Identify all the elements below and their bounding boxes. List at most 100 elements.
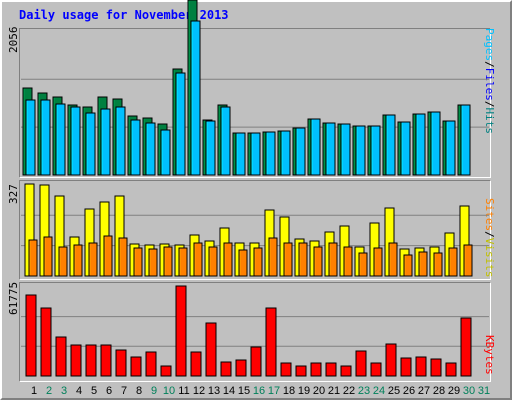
bar-kbytes-day-4 [70, 344, 82, 377]
x-tick-label-6: 6 [106, 385, 112, 397]
bar-files-day-19 [295, 127, 306, 176]
bar-sites-day-15 [238, 249, 248, 277]
x-tick-label-21: 21 [328, 385, 340, 397]
bar-kbytes-day-30 [460, 317, 472, 377]
x-tick-label-23: 23 [358, 385, 370, 397]
x-tick-label-19: 19 [298, 385, 310, 397]
bar-sites-day-19 [298, 242, 308, 277]
bar-sites-day-16 [253, 247, 263, 277]
bar-kbytes-day-23 [355, 350, 367, 377]
bar-files-day-21 [325, 122, 336, 176]
bar-sites-day-26 [403, 254, 413, 277]
x-tick-label-25: 25 [388, 385, 400, 397]
bar-kbytes-day-13 [205, 322, 217, 377]
bar-sites-day-25 [388, 242, 398, 277]
x-tick-label-13: 13 [208, 385, 220, 397]
bar-sites-day-21 [328, 242, 338, 277]
bar-files-day-29 [445, 120, 456, 176]
bar-sites-day-8 [133, 247, 143, 277]
bar-sites-day-22 [343, 246, 353, 277]
bar-sites-day-29 [448, 247, 458, 277]
x-tick-label-7: 7 [121, 385, 127, 397]
bar-files-day-10 [160, 129, 171, 176]
bar-files-day-14 [220, 106, 231, 176]
bar-kbytes-day-18 [280, 362, 292, 377]
x-tick-label-8: 8 [136, 385, 142, 397]
bar-kbytes-day-28 [430, 358, 442, 377]
bar-sites-day-1 [28, 239, 38, 277]
bar-files-day-20 [310, 118, 321, 176]
bar-kbytes-day-21 [325, 362, 337, 377]
bar-kbytes-day-9 [145, 351, 157, 377]
bar-files-day-9 [145, 122, 156, 176]
bar-files-day-6 [100, 108, 111, 176]
bar-sites-day-2 [43, 236, 53, 277]
x-tick-label-31: 31 [478, 385, 490, 397]
chart-title: Daily usage for November 2013 [19, 8, 229, 22]
bar-sites-day-13 [208, 246, 218, 277]
bar-files-day-28 [430, 111, 441, 176]
bar-files-day-25 [385, 114, 396, 176]
bar-kbytes-day-20 [310, 362, 322, 377]
bar-sites-day-11 [178, 247, 188, 277]
bar-sites-day-9 [148, 248, 158, 277]
x-tick-label-4: 4 [76, 385, 82, 397]
bar-sites-day-30 [463, 244, 473, 277]
bar-sites-day-7 [118, 237, 128, 277]
bar-files-day-26 [400, 121, 411, 176]
bar-kbytes-day-29 [445, 362, 457, 377]
bar-sites-day-10 [163, 246, 173, 277]
bar-sites-day-6 [103, 235, 113, 277]
bar-sites-day-4 [73, 244, 83, 277]
bar-files-day-22 [340, 123, 351, 176]
bar-kbytes-day-8 [130, 356, 142, 377]
bar-files-day-18 [280, 130, 291, 176]
bar-files-day-12 [190, 20, 201, 176]
bar-kbytes-day-22 [340, 365, 352, 377]
bar-kbytes-day-14 [220, 361, 232, 377]
x-tick-label-24: 24 [373, 385, 385, 397]
x-tick-label-26: 26 [403, 385, 415, 397]
x-tick-label-27: 27 [418, 385, 430, 397]
bar-sites-day-24 [373, 247, 383, 277]
bar-kbytes-day-2 [40, 307, 52, 377]
x-tick-label-10: 10 [163, 385, 175, 397]
bar-kbytes-day-19 [295, 365, 307, 377]
panel-kbytes [19, 282, 491, 382]
bar-kbytes-day-15 [235, 359, 247, 377]
x-tick-label-1: 1 [31, 385, 37, 397]
bar-kbytes-day-27 [415, 356, 427, 377]
x-tick-label-11: 11 [178, 385, 189, 397]
panel-hits-files-pages [19, 28, 491, 178]
bar-kbytes-day-1 [25, 294, 37, 377]
bar-files-day-11 [175, 72, 186, 176]
bar-sites-day-23 [358, 252, 368, 277]
bar-files-day-4 [70, 106, 81, 176]
bar-kbytes-day-3 [55, 336, 67, 377]
bar-files-day-2 [40, 99, 51, 176]
bar-kbytes-day-24 [370, 362, 382, 377]
x-tick-label-22: 22 [343, 385, 355, 397]
bar-kbytes-day-17 [265, 307, 277, 377]
bar-files-day-3 [55, 103, 66, 176]
bar-kbytes-day-10 [160, 365, 172, 377]
bar-sites-day-28 [433, 252, 443, 277]
bar-sites-day-20 [313, 246, 323, 277]
bar-files-day-27 [415, 113, 426, 176]
bar-sites-day-14 [223, 242, 233, 277]
x-tick-label-28: 28 [433, 385, 445, 397]
x-tick-label-9: 9 [151, 385, 157, 397]
bar-files-day-17 [265, 131, 276, 176]
bar-kbytes-day-11 [175, 285, 187, 377]
panel-sites-visits [19, 180, 491, 280]
bar-files-day-16 [250, 132, 261, 176]
x-tick-label-5: 5 [91, 385, 97, 397]
x-tick-label-18: 18 [283, 385, 295, 397]
x-tick-label-15: 15 [238, 385, 250, 397]
bar-kbytes-day-6 [100, 344, 112, 377]
bar-sites-day-12 [193, 242, 203, 277]
bar-kbytes-day-12 [190, 351, 202, 377]
bar-files-day-24 [370, 125, 381, 176]
